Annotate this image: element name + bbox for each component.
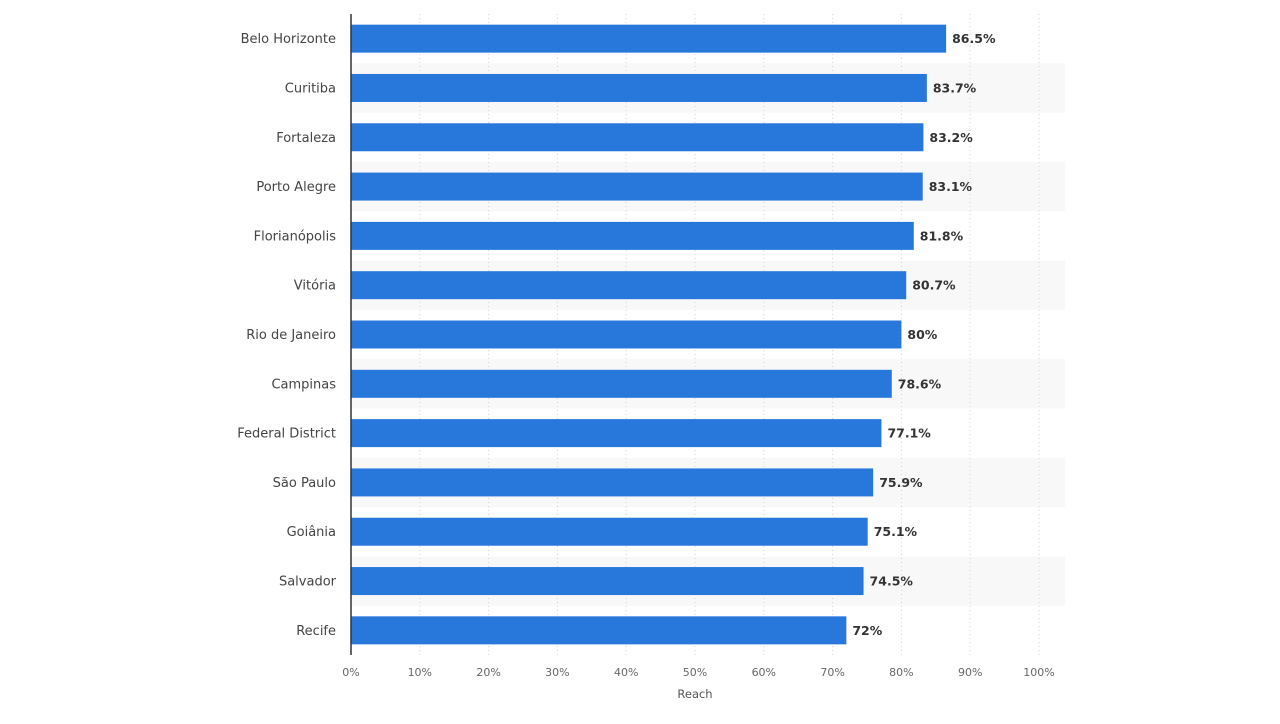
bars [351, 24, 947, 645]
value-label: 72% [852, 623, 882, 638]
category-label: Vitória [294, 279, 336, 294]
value-label: 83.1% [929, 179, 973, 194]
bar[interactable] [351, 468, 874, 497]
category-label: Florianópolis [254, 229, 337, 244]
category-label: Campinas [271, 377, 336, 392]
category-label: Curitiba [285, 81, 336, 96]
value-label: 74.5% [870, 574, 914, 589]
x-tick-label: 100% [1023, 666, 1054, 679]
bar[interactable] [351, 123, 924, 152]
value-label: 83.2% [929, 130, 973, 145]
bar[interactable] [351, 271, 907, 300]
category-label: Belo Horizonte [241, 32, 336, 47]
bar[interactable] [351, 369, 892, 398]
bar[interactable] [351, 172, 923, 201]
x-tick-label: 60% [752, 666, 776, 679]
value-label: 80% [907, 327, 937, 342]
x-tick-label: 70% [820, 666, 844, 679]
x-tick-label: 50% [683, 666, 707, 679]
bar[interactable] [351, 567, 864, 596]
value-label: 75.9% [879, 475, 923, 490]
bar[interactable] [351, 24, 947, 53]
category-label: Fortaleza [276, 131, 336, 146]
value-label: 80.7% [912, 278, 956, 293]
labels: 0% 10% 20% 30% 40% 50% 60% 70% 80% 90% 100% Belo Ho… [237, 31, 1054, 679]
category-label: Porto Alegre [256, 180, 336, 195]
bar[interactable] [351, 616, 847, 645]
category-label: Recife [296, 624, 336, 639]
category-label: Rio de Janeiro [246, 328, 336, 343]
bar[interactable] [351, 517, 868, 546]
bar[interactable] [351, 221, 914, 250]
category-label: São Paulo [273, 476, 336, 491]
category-label: Federal District [237, 427, 336, 442]
value-label: 75.1% [874, 524, 918, 539]
x-tick-label: 80% [889, 666, 913, 679]
x-tick-label: 20% [476, 666, 500, 679]
bar[interactable] [351, 73, 927, 102]
value-label: 81.8% [920, 228, 964, 243]
bar[interactable] [351, 320, 902, 349]
bar[interactable] [351, 419, 882, 448]
x-tick-label: 0% [342, 666, 359, 679]
x-axis-title: Reach [677, 687, 712, 701]
x-tick-label: 30% [545, 666, 569, 679]
x-tick-label: 10% [408, 666, 432, 679]
value-label: 86.5% [952, 31, 996, 46]
category-label: Salvador [279, 575, 337, 590]
value-label: 77.1% [887, 426, 931, 441]
x-tick-label: 90% [958, 666, 982, 679]
value-label: 83.7% [933, 80, 977, 95]
category-label: Goiânia [287, 525, 336, 540]
x-tick-label: 40% [614, 666, 638, 679]
value-label: 78.6% [898, 376, 942, 391]
